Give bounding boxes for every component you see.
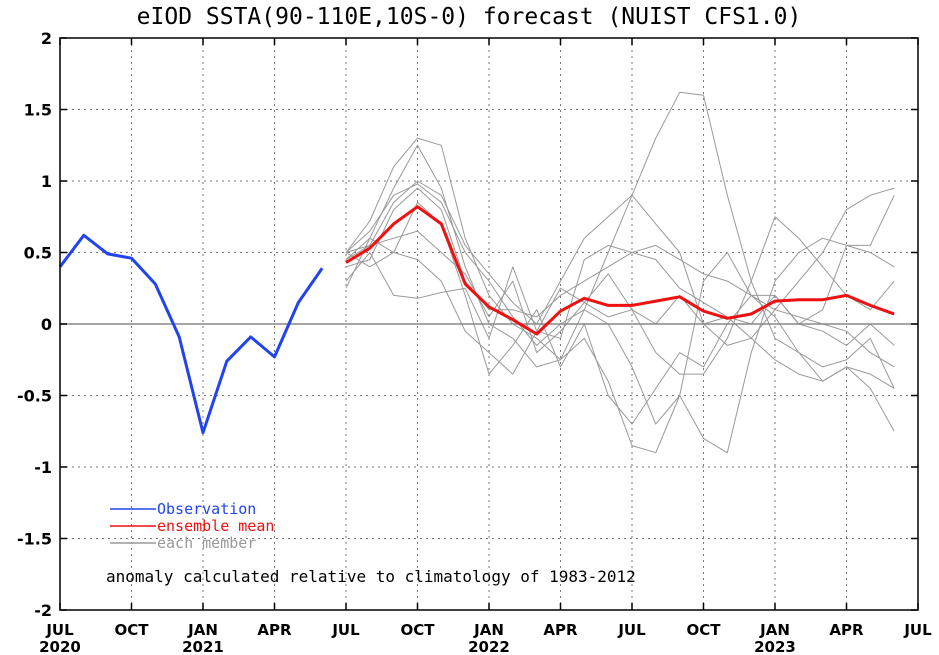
y-tick-label: 1.5 xyxy=(24,101,52,120)
member-line-2 xyxy=(345,144,895,454)
legend-label: each member xyxy=(157,534,256,552)
grid-lines xyxy=(60,38,918,610)
ensemble-mean-polyline xyxy=(345,205,895,336)
x-tick-label: JAN xyxy=(473,621,504,639)
x-tick-label: JAN xyxy=(759,621,790,639)
y-tick-label: -1 xyxy=(34,458,52,477)
member-line-5 xyxy=(345,216,895,375)
member-line-7 xyxy=(345,183,895,454)
y-tick-label: -2 xyxy=(34,601,52,620)
x-tick-label: APR xyxy=(829,621,864,639)
y-tick-label: 0.5 xyxy=(24,244,52,263)
member-line-6 xyxy=(345,244,895,389)
legend-label: Observation xyxy=(157,500,256,518)
chart-title: eIOD SSTA(90-110E,10S-0) forecast (NUIST… xyxy=(137,4,802,30)
y-tick-label: 1 xyxy=(41,172,52,191)
y-tick-label: 0 xyxy=(41,315,52,334)
climatology-note: anomaly calculated relative to climatolo… xyxy=(106,567,636,586)
x-tick-label: OCT xyxy=(401,621,436,639)
x-tick-label: JAN xyxy=(187,621,218,639)
x-tick-label: OCT xyxy=(687,621,722,639)
y-axis-ticks: -2 -1.5 -1 -0.5 0 0.5 1 1.5 2 xyxy=(17,29,918,620)
y-tick-label: 2 xyxy=(41,29,52,48)
x-tick-label: JUL xyxy=(617,621,646,639)
member-lines xyxy=(345,91,895,454)
x-tick-label: JUL xyxy=(45,621,74,639)
x-tick-label: JUL xyxy=(903,621,932,639)
x-tick-label: APR xyxy=(257,621,292,639)
member-line-1 xyxy=(345,91,895,389)
ensemble-mean-line xyxy=(345,205,895,336)
observation-line xyxy=(58,233,324,435)
y-tick-label: -1.5 xyxy=(17,530,52,549)
x-tick-label: JUL xyxy=(331,621,360,639)
member-line-3 xyxy=(345,180,895,346)
observation-polyline xyxy=(58,233,324,435)
legend-label: ensemble mean xyxy=(157,517,274,535)
member-line-8 xyxy=(345,237,895,375)
x-tick-year-label: 2023 xyxy=(754,638,796,655)
x-tick-year-label: 2021 xyxy=(182,638,224,655)
y-tick-label: -0.5 xyxy=(17,387,52,406)
member-line-4 xyxy=(345,187,895,368)
x-tick-year-label: 2022 xyxy=(468,638,510,655)
x-tick-year-label: 2020 xyxy=(39,638,81,655)
x-tick-label: OCT xyxy=(115,621,150,639)
x-tick-label: APR xyxy=(543,621,578,639)
member-line-9 xyxy=(345,195,895,425)
